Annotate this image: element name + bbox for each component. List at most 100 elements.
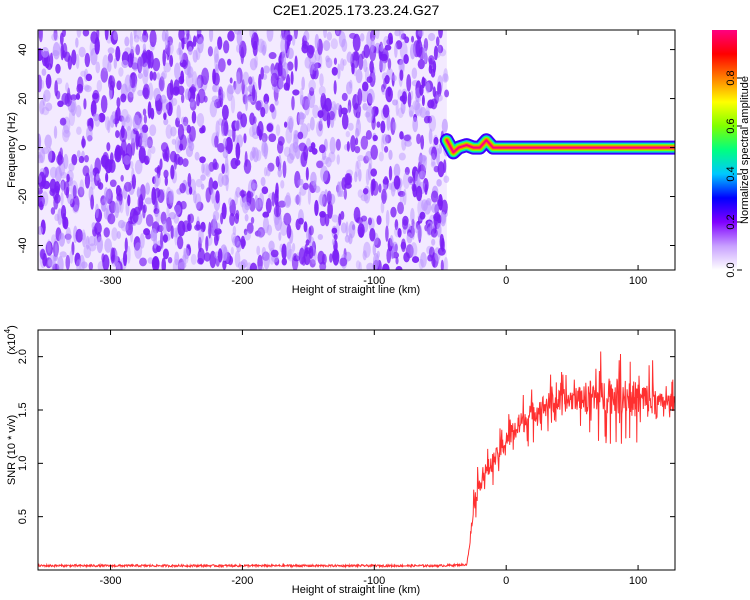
heatmap-cell [222, 259, 227, 270]
snr-y-label: SNR (10 * v/v) [6, 415, 18, 485]
heatmap-cell [403, 134, 412, 142]
heatmap-cell [338, 104, 343, 118]
heatmap-cell [407, 91, 412, 108]
spectrogram-x-tick-label: 100 [629, 275, 647, 287]
heatmap-cell [163, 112, 167, 120]
heatmap-cell [384, 44, 392, 51]
heatmap-cell [274, 99, 279, 106]
heatmap-cell [234, 159, 241, 166]
heatmap-cell [102, 54, 109, 72]
heatmap-cell [116, 262, 121, 270]
heatmap-cell [399, 30, 404, 41]
heatmap-cell [361, 50, 366, 60]
colorbar-ticks: 0.0 0.2 0.4 0.6 0.8 [725, 70, 742, 278]
heatmap-cell [257, 227, 266, 238]
heatmap-cell [82, 232, 87, 248]
heatmap-cell [89, 164, 94, 179]
heatmap-cell [366, 262, 375, 270]
heatmap-cell [107, 61, 112, 73]
heatmap-cell [440, 211, 446, 224]
heatmap-cell [307, 187, 311, 205]
heatmap-cell [96, 236, 103, 254]
heatmap-cell [433, 136, 439, 146]
heatmap-signal-band [445, 139, 675, 154]
heatmap-cell [229, 77, 233, 84]
heatmap-cell [138, 55, 144, 73]
heatmap-cell [403, 53, 409, 65]
heatmap-cell [388, 149, 393, 160]
heatmap-cell [215, 190, 220, 204]
heatmap-cell [55, 77, 63, 85]
heatmap-cell [116, 80, 122, 91]
heatmap-cell [298, 112, 307, 120]
heatmap-cell [57, 256, 64, 270]
heatmap-cell [179, 134, 188, 151]
heatmap-cell [411, 256, 420, 264]
heatmap-cell [316, 160, 324, 169]
heatmap-cell [39, 147, 46, 164]
heatmap-cell [329, 253, 333, 263]
heatmap-cell [314, 62, 322, 69]
heatmap-cell [331, 66, 338, 76]
heatmap-cell [164, 176, 168, 187]
heatmap-cell [347, 105, 351, 114]
heatmap-cell [83, 84, 90, 91]
heatmap-cell [211, 187, 215, 204]
heatmap-cell [366, 76, 373, 83]
heatmap-cell [357, 88, 363, 106]
heatmap-cell [354, 145, 361, 154]
heatmap-cell [291, 34, 296, 46]
heatmap-cell [415, 39, 423, 58]
heatmap-cell [370, 144, 378, 160]
heatmap-cell [294, 170, 301, 189]
heatmap-cell [383, 145, 389, 153]
heatmap-cell [286, 61, 294, 71]
heatmap-cell [277, 200, 286, 208]
heatmap-cell [169, 54, 174, 68]
heatmap-cell [124, 74, 132, 93]
heatmap-cell [163, 62, 172, 73]
heatmap-cell [126, 245, 131, 264]
heatmap-cell [359, 33, 365, 42]
heatmap-cell [401, 91, 408, 105]
heatmap-cell [161, 257, 167, 270]
heatmap-cell [270, 249, 279, 258]
heatmap-cell [196, 201, 204, 211]
heatmap-cell [374, 106, 379, 116]
heatmap-cell [443, 256, 449, 270]
heatmap-cell [419, 84, 424, 96]
heatmap-cell [223, 121, 229, 137]
heatmap-cell [143, 30, 147, 36]
heatmap-cell [285, 126, 293, 144]
heatmap-cell [387, 58, 392, 71]
heatmap-cell [443, 175, 450, 183]
heatmap-cell [423, 115, 431, 124]
heatmap-cell [125, 116, 131, 123]
heatmap-cell [104, 30, 109, 41]
heatmap-cell [301, 40, 310, 49]
heatmap-cell [163, 118, 169, 126]
heatmap-cell [360, 215, 368, 222]
heatmap-cell [172, 227, 179, 238]
heatmap-cell [126, 125, 132, 141]
heatmap-cell [277, 168, 283, 178]
heatmap-cell [128, 216, 134, 225]
heatmap-cell [142, 108, 147, 116]
heatmap-cell [249, 262, 258, 270]
heatmap-cell [92, 89, 100, 104]
heatmap-cell [82, 30, 90, 37]
heatmap-cell [141, 30, 149, 43]
heatmap-cell [262, 65, 270, 74]
heatmap-cell [306, 44, 314, 59]
heatmap-cell [133, 30, 137, 39]
spectrogram-y-tick-label: 20 [17, 92, 29, 104]
heatmap-cell [192, 71, 198, 88]
heatmap-cell [442, 73, 449, 83]
heatmap-cell [430, 190, 439, 203]
heatmap-cell [430, 98, 438, 110]
heatmap-cell [124, 114, 133, 131]
heatmap-cell [249, 58, 258, 71]
heatmap-cell [52, 240, 59, 258]
heatmap-cell [217, 142, 225, 153]
